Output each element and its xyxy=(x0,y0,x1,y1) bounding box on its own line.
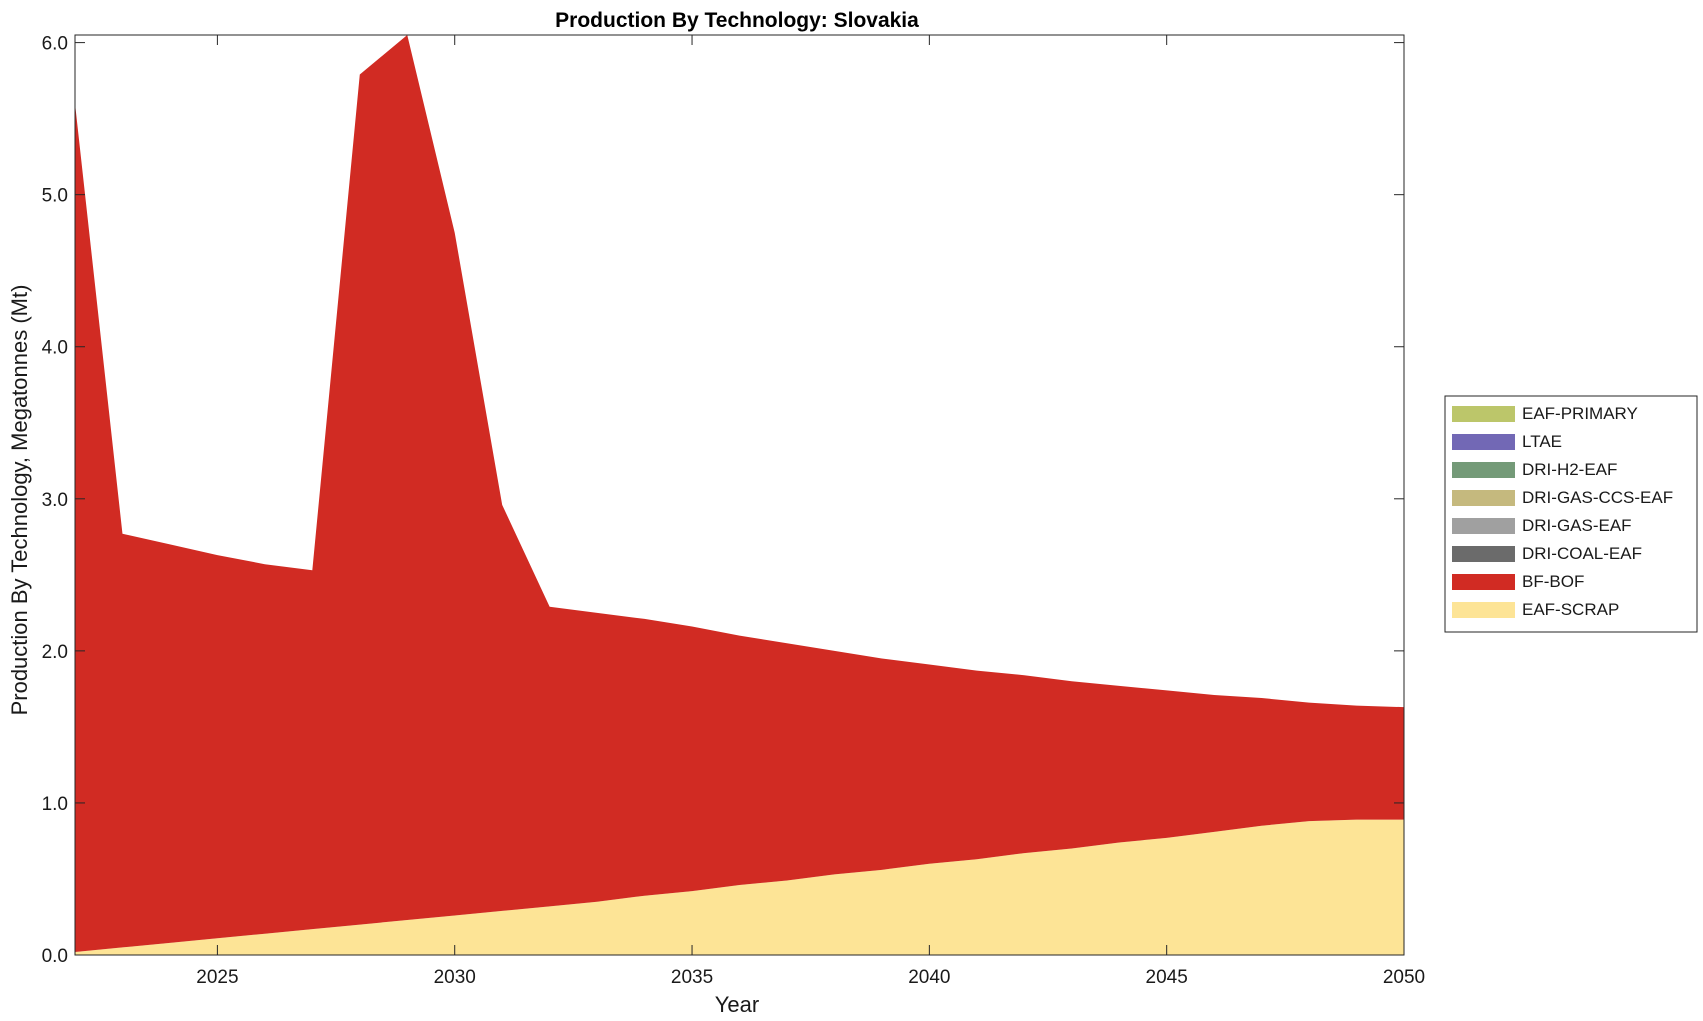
legend-swatch-dri-gas-eaf xyxy=(1452,518,1515,534)
legend-swatch-eaf-scrap xyxy=(1452,602,1515,618)
x-axis-label: Year xyxy=(715,992,759,1017)
x-tick-label: 2025 xyxy=(196,967,238,988)
legend-label-dri-gas-ccs-eaf: DRI-GAS-CCS-EAF xyxy=(1522,488,1673,507)
legend-swatch-dri-coal-eaf xyxy=(1452,546,1515,562)
legend-swatch-dri-h2-eaf xyxy=(1452,462,1515,478)
y-axis: 0.0 1.0 2.0 3.0 4.0 5.0 6.0 xyxy=(42,34,1404,967)
chart-title: Production By Technology: Slovakia xyxy=(555,9,919,32)
y-axis-label: Production By Technology, Megatonnes (Mt… xyxy=(7,285,32,716)
legend-label-ltae: LTAE xyxy=(1522,432,1562,451)
legend-label-eaf-primary: EAF-PRIMARY xyxy=(1522,404,1638,423)
x-tick-label: 2045 xyxy=(1146,967,1188,988)
y-tick-label: 0.0 xyxy=(42,946,68,967)
legend-swatch-bf-bof xyxy=(1452,574,1515,590)
x-tick-label: 2035 xyxy=(671,967,713,988)
legend-label-dri-h2-eaf: DRI-H2-EAF xyxy=(1522,460,1617,479)
legend-swatch-ltae xyxy=(1452,434,1515,450)
legend: EAF-PRIMARY LTAE DRI-H2-EAF DRI-GAS-CCS-EAF… xyxy=(1444,395,1698,633)
y-tick-label: 3.0 xyxy=(42,490,68,511)
x-tick-label: 2050 xyxy=(1383,967,1425,988)
legend-label-bf-bof: BF-BOF xyxy=(1522,572,1584,591)
x-axis: 2025 2030 2035 2040 2045 2050 xyxy=(196,35,1425,988)
area-bf-bof xyxy=(75,35,1404,952)
y-tick-label: 2.0 xyxy=(42,642,68,663)
legend-label-eaf-scrap: EAF-SCRAP xyxy=(1522,600,1619,619)
y-tick-label: 1.0 xyxy=(42,794,68,815)
y-tick-label: 6.0 xyxy=(42,34,68,55)
legend-swatch-eaf-primary xyxy=(1452,406,1515,422)
y-tick-label: 5.0 xyxy=(42,186,68,207)
area-eaf-scrap xyxy=(75,819,1404,955)
x-tick-label: 2040 xyxy=(908,967,950,988)
x-tick-label: 2030 xyxy=(434,967,476,988)
legend-label-dri-gas-eaf: DRI-GAS-EAF xyxy=(1522,516,1632,535)
plot-frame xyxy=(74,34,1405,956)
area-series-group xyxy=(75,35,1404,955)
legend-swatch-dri-gas-ccs-eaf xyxy=(1452,490,1515,506)
y-tick-label: 4.0 xyxy=(42,338,68,359)
legend-label-dri-coal-eaf: DRI-COAL-EAF xyxy=(1522,544,1642,563)
legend-box xyxy=(1444,395,1698,633)
